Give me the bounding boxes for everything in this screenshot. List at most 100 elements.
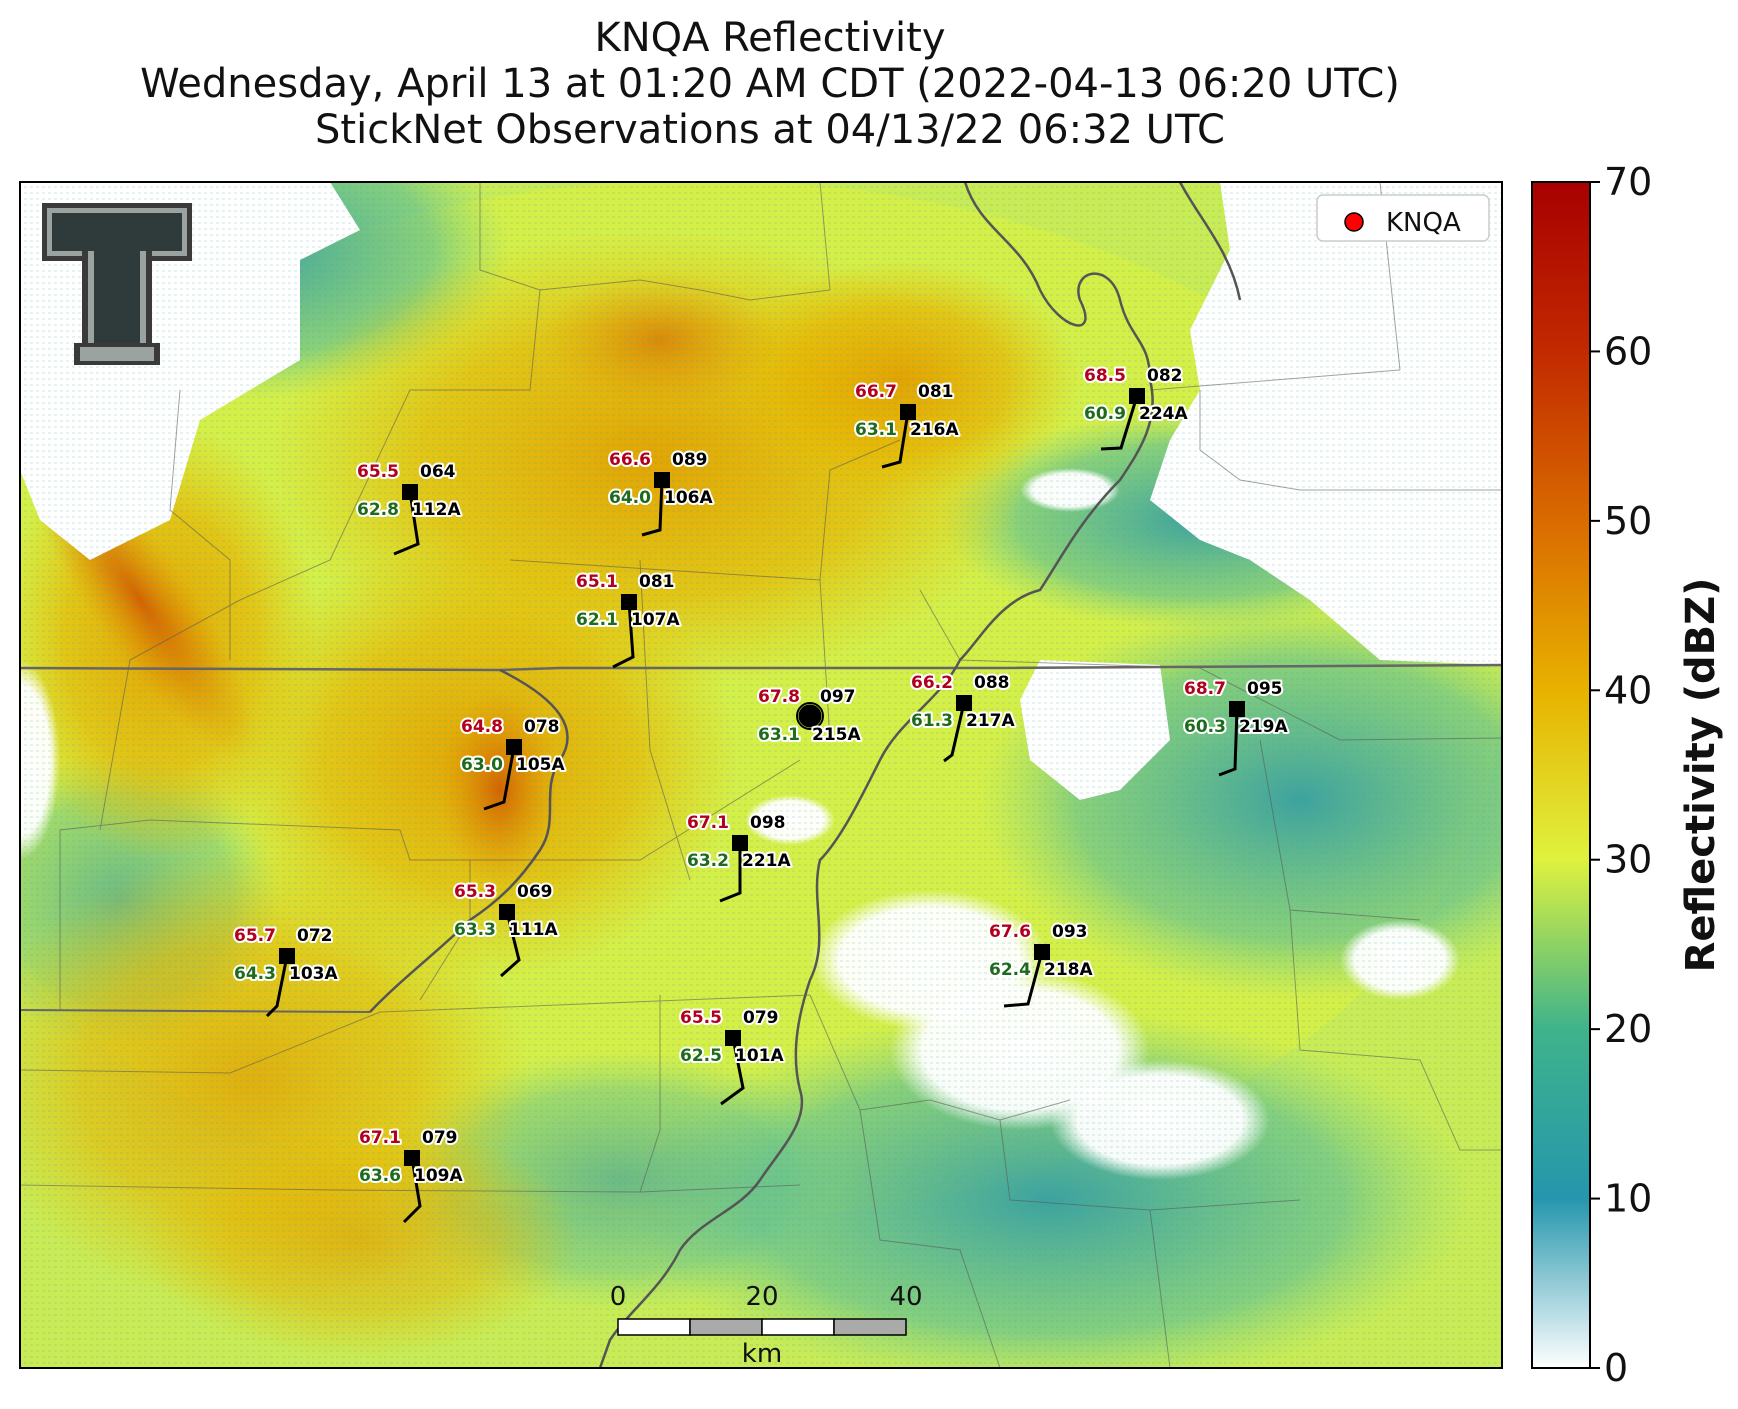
station-marker bbox=[1129, 388, 1145, 404]
station-marker bbox=[1034, 944, 1050, 960]
wind-barb bbox=[1218, 708, 1239, 777]
station-216A: 66.7 081 63.1 216A bbox=[853, 380, 961, 469]
station-218A: 67.6 093 62.4 218A bbox=[987, 920, 1095, 1008]
station-111A: 65.3 069 63.3 111A bbox=[452, 880, 560, 978]
colorbar-tick-label: 60 bbox=[1604, 329, 1652, 373]
station-temp: 65.3 bbox=[454, 882, 496, 902]
station-dew: 62.4 bbox=[989, 960, 1031, 980]
station-221A: 67.1 098 63.2 221A bbox=[685, 811, 793, 903]
colorbar-label: Reflectivity (dBZ) bbox=[1678, 578, 1724, 973]
station-224A: 68.5 082 60.9 224A bbox=[1082, 364, 1190, 451]
station-dew: 63.0 bbox=[461, 755, 503, 775]
radar-site-temp: 67.8 bbox=[758, 687, 800, 707]
scale-tick-40: 40 bbox=[889, 1282, 922, 1312]
station-extra: 081 bbox=[639, 572, 675, 592]
wind-barb bbox=[1003, 951, 1044, 1008]
station-marker bbox=[732, 835, 748, 851]
river bbox=[369, 668, 569, 1013]
station-103A: 65.7 072 64.3 103A bbox=[232, 924, 340, 1018]
station-temp: 64.8 bbox=[461, 717, 503, 737]
radar-site-id: 215A bbox=[812, 725, 861, 745]
station-id: 101A bbox=[735, 1046, 784, 1066]
station-107A: 65.1 081 62.1 107A bbox=[574, 570, 682, 669]
river bbox=[1178, 182, 1242, 301]
county-boundaries bbox=[20, 182, 1502, 1368]
radar-site-marker bbox=[798, 704, 822, 728]
wind-barb bbox=[1100, 395, 1139, 451]
texas-tech-logo bbox=[42, 203, 192, 365]
colorbar-tick-label: 40 bbox=[1604, 668, 1652, 712]
station-106A: 66.6 089 64.0 106A bbox=[607, 448, 715, 537]
station-id: 217A bbox=[966, 711, 1015, 731]
station-extra: 079 bbox=[422, 1128, 458, 1148]
colorbar-tick-label: 20 bbox=[1604, 1007, 1652, 1051]
radar-site: 67.8 097 63.1 215A bbox=[756, 685, 863, 747]
station-marker bbox=[506, 739, 522, 755]
station-dew: 62.8 bbox=[357, 500, 399, 520]
station-marker bbox=[956, 695, 972, 711]
station-extra: 095 bbox=[1247, 679, 1283, 699]
colorbar-ticks: 0 10 20 30 40 50 60 70 bbox=[1590, 160, 1652, 1390]
station-id: 219A bbox=[1239, 717, 1288, 737]
station-temp: 65.5 bbox=[680, 1008, 722, 1028]
colorbar-tick-label: 10 bbox=[1604, 1177, 1652, 1221]
colorbar-tick-label: 70 bbox=[1604, 160, 1652, 204]
station-dew: 60.9 bbox=[1084, 404, 1126, 424]
station-extra: 093 bbox=[1052, 922, 1088, 942]
scale-tick-20: 20 bbox=[745, 1282, 778, 1312]
colorbar-tick-label: 30 bbox=[1604, 838, 1652, 882]
station-marker bbox=[621, 594, 637, 610]
scale-tick-0: 0 bbox=[610, 1282, 627, 1312]
wind-barb bbox=[719, 843, 742, 903]
station-id: 103A bbox=[289, 964, 338, 984]
scale-bar: 0 20 40 km bbox=[610, 1282, 923, 1369]
station-id: 107A bbox=[631, 610, 680, 630]
station-id: 105A bbox=[516, 755, 565, 775]
station-temp: 67.6 bbox=[989, 922, 1031, 942]
station-extra: 082 bbox=[1147, 366, 1183, 386]
station-217A: 66.2 088 61.3 217A bbox=[909, 671, 1017, 763]
colorbar-tick-label: 0 bbox=[1604, 1346, 1628, 1390]
station-temp: 66.6 bbox=[609, 450, 651, 470]
legend-label: KNQA bbox=[1386, 208, 1461, 238]
wind-barb bbox=[402, 1157, 422, 1224]
station-dew: 64.3 bbox=[234, 964, 276, 984]
wind-barb bbox=[943, 702, 966, 763]
wind-barb bbox=[500, 911, 521, 978]
station-112A: 65.5 064 62.8 112A bbox=[355, 460, 463, 556]
scale-unit: km bbox=[742, 1339, 782, 1369]
station-extra: 088 bbox=[974, 673, 1010, 693]
station-marker bbox=[279, 948, 295, 964]
wind-barb bbox=[612, 601, 635, 669]
title-line-1: KNQA Reflectivity bbox=[594, 15, 946, 61]
station-id: 112A bbox=[412, 500, 461, 520]
legend-radar-marker bbox=[1344, 212, 1364, 232]
station-extra: 089 bbox=[672, 450, 708, 470]
station-extra: 078 bbox=[524, 717, 560, 737]
wind-barb bbox=[881, 411, 910, 469]
station-temp: 66.7 bbox=[855, 382, 897, 402]
station-dew: 62.1 bbox=[576, 610, 618, 630]
station-marker bbox=[499, 904, 515, 920]
legend: KNQA bbox=[1316, 194, 1490, 242]
wind-barb bbox=[483, 746, 516, 811]
station-marker bbox=[900, 404, 916, 420]
station-extra: 064 bbox=[420, 462, 456, 482]
station-dew: 63.1 bbox=[855, 420, 897, 440]
colorbar-tick-label: 50 bbox=[1604, 499, 1652, 543]
station-temp: 65.7 bbox=[234, 926, 276, 946]
wind-barb bbox=[641, 479, 664, 537]
station-temp: 65.1 bbox=[576, 572, 618, 592]
station-extra: 072 bbox=[297, 926, 333, 946]
station-219A: 68.7 095 60.3 219A bbox=[1182, 677, 1290, 777]
station-id: 216A bbox=[910, 420, 959, 440]
station-105A: 64.8 078 63.0 105A bbox=[459, 715, 567, 811]
station-id: 109A bbox=[414, 1166, 463, 1186]
station-dew: 61.3 bbox=[911, 711, 953, 731]
station-extra: 081 bbox=[918, 382, 954, 402]
station-temp: 68.7 bbox=[1184, 679, 1226, 699]
station-dew: 60.3 bbox=[1184, 717, 1226, 737]
state-line bbox=[20, 663, 1502, 672]
wind-barb bbox=[720, 1037, 745, 1106]
map-frame bbox=[19, 181, 1503, 1369]
